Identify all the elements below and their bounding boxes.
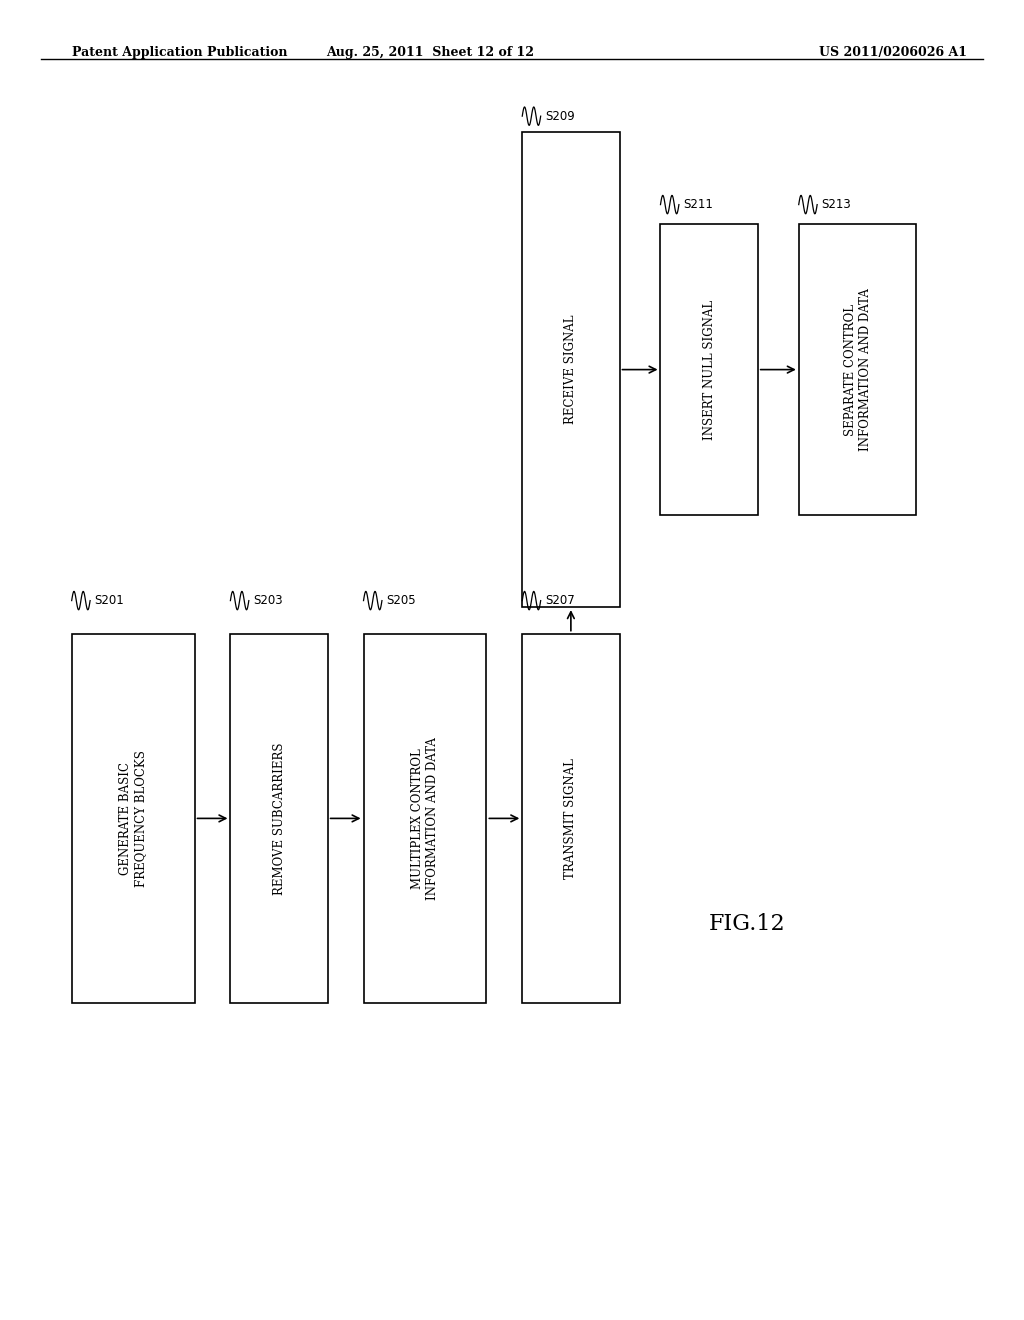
Text: Patent Application Publication: Patent Application Publication [72, 46, 287, 59]
FancyBboxPatch shape [522, 132, 620, 607]
FancyBboxPatch shape [660, 224, 758, 515]
Text: S205: S205 [386, 594, 416, 607]
Text: US 2011/0206026 A1: US 2011/0206026 A1 [819, 46, 968, 59]
Text: SEPARATE CONTROL
INFORMATION AND DATA: SEPARATE CONTROL INFORMATION AND DATA [844, 288, 871, 451]
Text: INSERT NULL SIGNAL: INSERT NULL SIGNAL [702, 300, 716, 440]
FancyBboxPatch shape [230, 634, 328, 1003]
FancyBboxPatch shape [364, 634, 486, 1003]
FancyBboxPatch shape [799, 224, 916, 515]
Text: S203: S203 [253, 594, 283, 607]
Text: S207: S207 [545, 594, 574, 607]
FancyBboxPatch shape [522, 634, 620, 1003]
Text: FIG.12: FIG.12 [710, 913, 785, 935]
Text: RECEIVE SIGNAL: RECEIVE SIGNAL [564, 315, 578, 424]
Text: S213: S213 [821, 198, 851, 211]
FancyBboxPatch shape [72, 634, 195, 1003]
Text: REMOVE SUBCARRIERS: REMOVE SUBCARRIERS [272, 742, 286, 895]
Text: S209: S209 [545, 110, 574, 123]
Text: GENERATE BASIC
FREQUENCY BLOCKS: GENERATE BASIC FREQUENCY BLOCKS [119, 750, 147, 887]
Text: TRANSMIT SIGNAL: TRANSMIT SIGNAL [564, 758, 578, 879]
Text: Aug. 25, 2011  Sheet 12 of 12: Aug. 25, 2011 Sheet 12 of 12 [326, 46, 535, 59]
Text: S211: S211 [683, 198, 713, 211]
Text: S201: S201 [94, 594, 124, 607]
Text: MULTIPLEX CONTROL
INFORMATION AND DATA: MULTIPLEX CONTROL INFORMATION AND DATA [411, 737, 439, 900]
